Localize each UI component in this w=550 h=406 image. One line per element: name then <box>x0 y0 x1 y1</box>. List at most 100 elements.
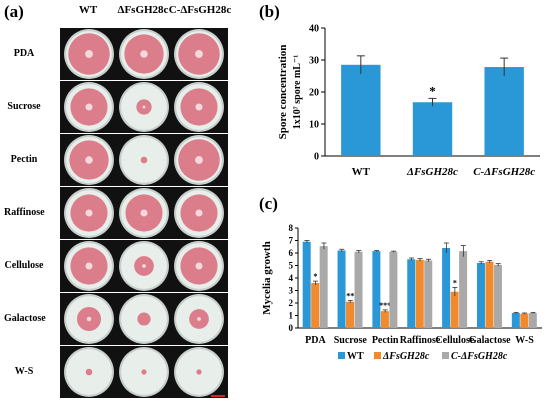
plate-photo <box>115 346 173 398</box>
panel-label-a: (a) <box>4 2 24 21</box>
y-tick-label: 5 <box>289 261 294 271</box>
colony-center <box>85 262 93 270</box>
legend-label: WT <box>347 351 364 362</box>
x-tick-label: Galactose <box>469 335 511 346</box>
fungal-colony <box>196 369 202 375</box>
bar-mutant <box>485 261 494 328</box>
y-tick-label: 40 <box>309 24 319 35</box>
plate-photo <box>60 293 118 345</box>
bar <box>412 102 453 156</box>
x-tick-label: PDA <box>305 335 326 346</box>
plate-row-label: Cellulose <box>4 260 44 271</box>
bar-complement <box>424 260 433 328</box>
plate-photo <box>170 187 228 239</box>
significance-mark: ** <box>346 292 354 301</box>
plate-photo <box>60 187 118 239</box>
y-tick-label: 3 <box>289 286 294 296</box>
y-axis-label-line1: Spore concentration <box>277 45 289 140</box>
x-tick-label: Pectin <box>372 335 399 346</box>
y-axis-label-line2: 1x10⁷ spore mL⁻¹ <box>292 55 303 129</box>
scale-bar <box>211 395 225 397</box>
colony-center <box>140 50 148 58</box>
bar-mutant <box>415 259 424 328</box>
fungal-colony <box>137 312 151 326</box>
legend-swatch <box>374 352 381 359</box>
colony-center <box>86 316 92 322</box>
x-tick-label: ΔFsGH28c <box>406 166 458 178</box>
colony-center <box>142 105 146 109</box>
bar-wt <box>476 263 485 328</box>
significance-mark: * <box>313 272 317 281</box>
bar-wt <box>407 259 416 328</box>
x-tick-label: C-ΔFsGH28c <box>473 166 535 178</box>
colony-center <box>85 50 93 58</box>
colony-center <box>195 262 203 270</box>
y-tick-label: 30 <box>309 56 319 67</box>
bar-complement <box>528 313 537 328</box>
significance-mark: *** <box>379 301 391 310</box>
y-tick-label: 2 <box>289 298 294 308</box>
y-tick-label: 6 <box>289 248 294 258</box>
plate-row-label: W-S <box>14 366 34 377</box>
plate-photo-grid: (a) WT ΔFsGH28c C-ΔFsGH28c PDA Sucrose Pec… <box>0 0 250 406</box>
bar-wt <box>337 250 346 328</box>
bar-wt <box>442 248 451 328</box>
x-tick-label: Raffinose <box>400 335 441 346</box>
plate-photo <box>115 240 173 292</box>
bar-complement <box>319 246 328 328</box>
bar-wt <box>511 313 520 328</box>
bar-complement <box>389 251 398 328</box>
plate-row-label: Pectin <box>10 154 38 165</box>
y-tick-label: 20 <box>309 88 319 99</box>
significance-mark: * <box>453 278 457 287</box>
significance-mark: * <box>429 83 436 98</box>
fungal-colony <box>140 156 148 164</box>
plate-photo <box>60 28 118 80</box>
y-tick-label: 8 <box>289 223 294 233</box>
bar-complement <box>459 251 468 328</box>
bar-mutant <box>380 311 389 328</box>
plate-photo <box>115 134 173 186</box>
column-header-wt: WT <box>78 4 98 16</box>
legend-label: ΔFsGH28c <box>382 351 430 362</box>
legend-swatch <box>338 352 345 359</box>
plate-photo <box>115 187 173 239</box>
plate-photo <box>60 81 118 133</box>
plate-photo <box>115 81 173 133</box>
plate-photo <box>115 28 173 80</box>
bar-wt <box>372 251 381 328</box>
bar-mutant <box>520 313 529 328</box>
plate-photo <box>60 240 118 292</box>
panel-label-c: (c) <box>259 194 278 213</box>
legend-label: C-ΔFsGH28c <box>451 351 508 362</box>
bar-mutant <box>311 283 320 328</box>
colony-center <box>85 103 93 111</box>
mycelia-growth-chart: 0 1 2 3 4 5 6 7 8 * PDA ** Sucrose *** Pectin Raffinose… <box>261 223 542 362</box>
bar-mutant <box>450 291 459 328</box>
bar-mutant <box>346 301 355 328</box>
bar-complement <box>493 264 502 328</box>
fungal-colony <box>85 368 93 376</box>
plate-row-label: Raffinose <box>4 207 45 218</box>
x-tick-label: W-S <box>515 335 534 346</box>
plate-photo <box>170 240 228 292</box>
plate-row-label: Sucrose <box>7 101 41 112</box>
x-tick-label: Sucrose <box>334 335 368 346</box>
plate-photo <box>170 293 228 345</box>
column-header-complement: C-ΔFsGH28c <box>168 4 232 16</box>
plate-photo <box>60 346 118 398</box>
y-tick-label: 7 <box>289 236 294 246</box>
bar <box>484 67 524 156</box>
colony-center <box>142 264 146 268</box>
y-tick-label: 1 <box>289 311 294 321</box>
legend-swatch <box>442 352 449 359</box>
y-tick-label: 10 <box>309 120 319 131</box>
colony-center <box>195 156 203 164</box>
plate-photo <box>170 134 228 186</box>
plate-row-label: PDA <box>13 48 35 59</box>
plate-photo <box>170 81 228 133</box>
plate-photo <box>60 134 118 186</box>
plate-photo <box>115 293 173 345</box>
panel-label-b: (b) <box>259 2 280 21</box>
colony-center <box>85 209 93 217</box>
